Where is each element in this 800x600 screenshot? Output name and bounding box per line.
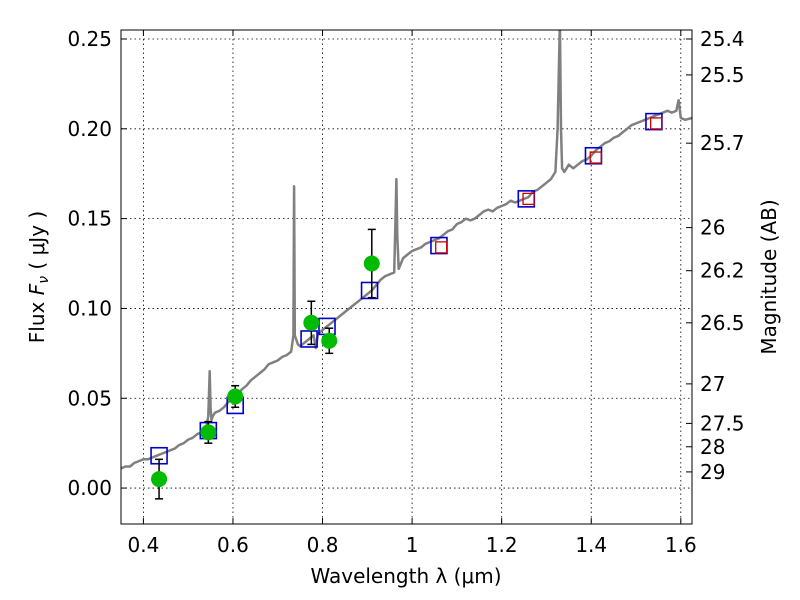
y-axis-label-prefix: Flux xyxy=(25,295,49,343)
observed-point xyxy=(303,314,320,331)
observed-point xyxy=(363,255,380,272)
y2-tick-label: 25.7 xyxy=(700,131,745,155)
x-tick-label: 1 xyxy=(406,533,419,557)
y2-axis-label: Magnitude (AB) xyxy=(757,199,781,354)
spectrum-line xyxy=(121,30,692,470)
plot-area xyxy=(121,30,692,500)
y-axis-label-suffix: ( μJy ) xyxy=(25,211,49,276)
x-tick-label: 1.4 xyxy=(575,533,607,557)
y-tick-label: 0.20 xyxy=(67,117,112,141)
y2-tick-label: 25.5 xyxy=(700,63,745,87)
observed-point xyxy=(321,332,338,349)
y-axis-label-sub: ν xyxy=(36,276,52,284)
y-axis-label-symbol: F xyxy=(25,283,49,295)
x-tick-label: 1.2 xyxy=(486,533,518,557)
y2-tick-label: 29 xyxy=(700,460,725,484)
nir-photometry-square xyxy=(589,151,602,164)
observed-point xyxy=(227,388,244,405)
model-photometry-square xyxy=(584,146,603,165)
observed-point xyxy=(200,424,217,441)
grid xyxy=(121,30,692,524)
nir-photometry-square xyxy=(435,241,448,254)
ticks: 0.4 0.6 0.8 1 1.2 1.4 1.6 0.00 0.05 0.10 0.15 0.20 0… xyxy=(67,27,744,557)
observed-point xyxy=(151,471,168,488)
plot-frame xyxy=(120,29,693,525)
y-tick-label: 0.00 xyxy=(67,476,112,500)
y2-tick-label: 27.5 xyxy=(700,411,745,435)
nir-photometry-square xyxy=(650,117,663,130)
x-axis-label: Wavelength λ (μm) xyxy=(310,564,501,588)
y2-tick-label: 28 xyxy=(700,435,725,459)
model-photometry-square xyxy=(300,330,318,348)
y2-tick-label: 26 xyxy=(700,216,725,240)
x-tick-label: 0.8 xyxy=(307,533,339,557)
x-tick-label: 1.6 xyxy=(665,533,697,557)
y-tick-label: 0.10 xyxy=(67,296,112,320)
y2-tick-label: 27 xyxy=(700,372,725,396)
model-photometry-square xyxy=(360,281,379,300)
y-tick-label: 0.25 xyxy=(67,27,112,51)
nir-photometry-square xyxy=(522,192,535,206)
y2-tick-label: 26.5 xyxy=(700,311,745,335)
y-tick-label: 0.05 xyxy=(67,386,112,410)
y-tick-label: 0.15 xyxy=(67,207,112,231)
x-tick-label: 0.6 xyxy=(217,533,249,557)
y2-tick-label: 26.2 xyxy=(700,259,745,283)
x-tick-label: 0.4 xyxy=(127,533,159,557)
y2-tick-label: 25.4 xyxy=(700,27,745,51)
y-axis-label: Flux Fν ( μJy ) xyxy=(25,211,52,343)
